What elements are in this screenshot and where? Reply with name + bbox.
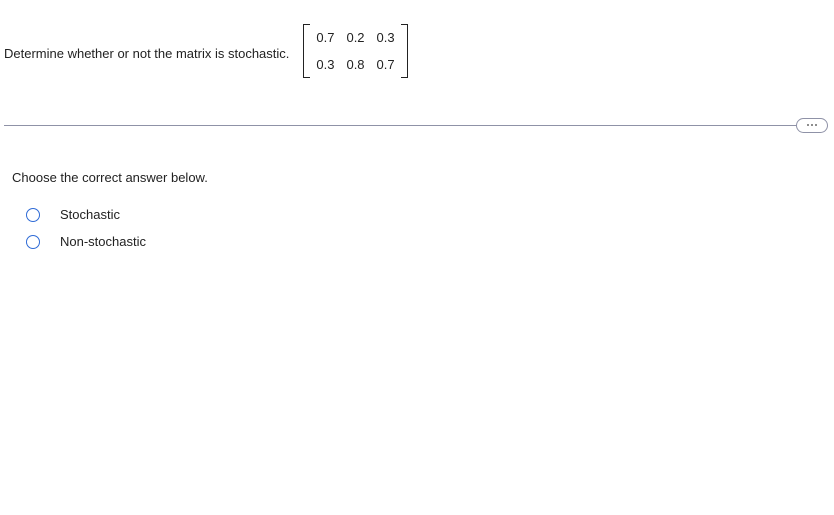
instruction-text: Choose the correct answer below. — [12, 170, 834, 185]
option-label[interactable]: Stochastic — [60, 207, 120, 222]
divider-line — [4, 125, 797, 126]
radio-icon[interactable] — [26, 208, 40, 222]
matrix-grid: 0.7 0.2 0.3 0.3 0.8 0.7 — [310, 26, 400, 76]
ellipsis-icon — [807, 124, 817, 126]
options-group: Stochastic Non-stochastic — [26, 207, 834, 249]
divider-row — [4, 116, 834, 134]
option-stochastic[interactable]: Stochastic — [26, 207, 834, 222]
matrix-bracket-right — [401, 24, 408, 78]
matrix-bracket-left — [303, 24, 310, 78]
matrix-cell: 0.3 — [377, 30, 395, 45]
matrix-cell: 0.7 — [377, 57, 395, 72]
matrix-cell: 0.7 — [316, 30, 334, 45]
matrix-cell: 0.8 — [346, 57, 364, 72]
question-container: Determine whether or not the matrix is s… — [0, 0, 834, 249]
question-row: Determine whether or not the matrix is s… — [4, 18, 834, 84]
matrix-cell: 0.3 — [316, 57, 334, 72]
option-non-stochastic[interactable]: Non-stochastic — [26, 234, 834, 249]
matrix: 0.7 0.2 0.3 0.3 0.8 0.7 — [295, 18, 415, 84]
radio-icon[interactable] — [26, 235, 40, 249]
option-label[interactable]: Non-stochastic — [60, 234, 146, 249]
question-prompt: Determine whether or not the matrix is s… — [4, 42, 289, 61]
more-options-button[interactable] — [796, 118, 828, 133]
matrix-cell: 0.2 — [346, 30, 364, 45]
